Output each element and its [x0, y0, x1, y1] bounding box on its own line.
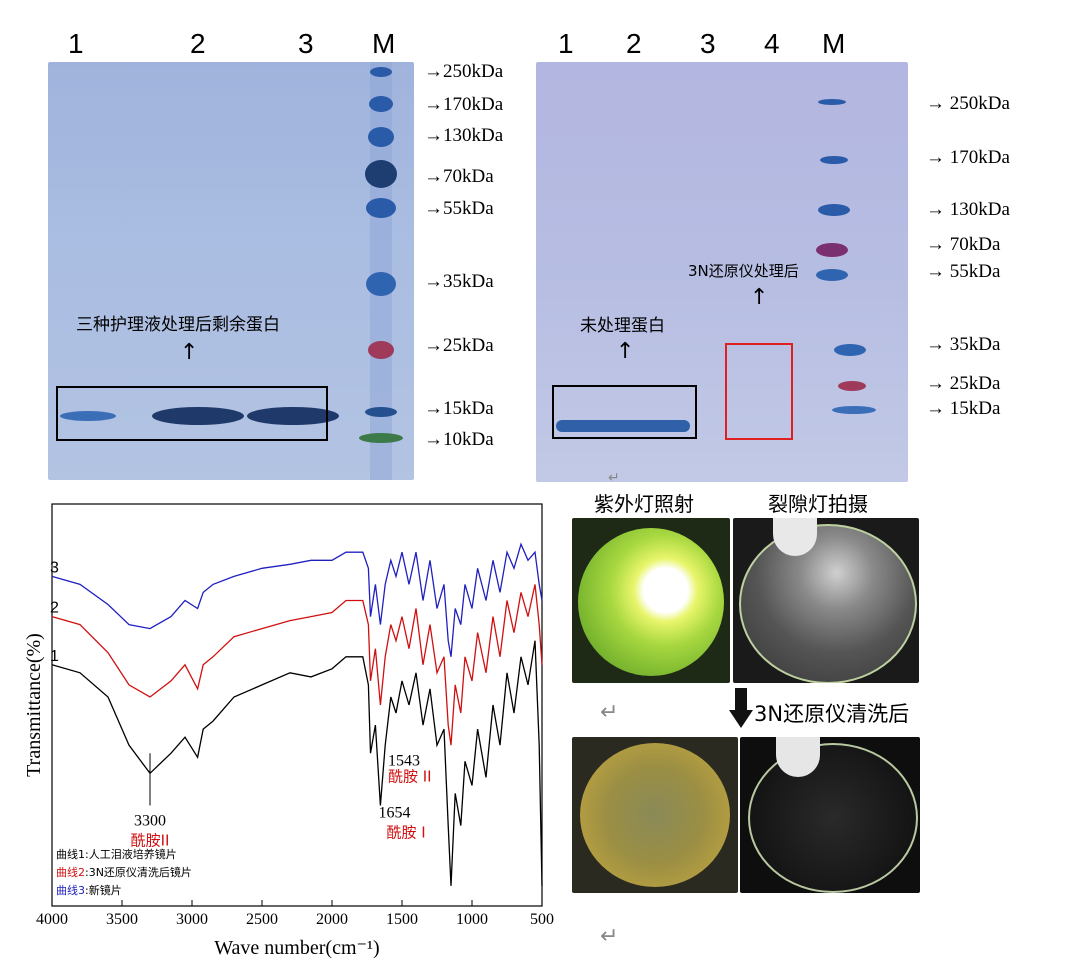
marker-15-right: 15kDa	[949, 398, 1001, 419]
series-line-1	[51, 640, 543, 886]
down-arrow-head	[729, 710, 753, 728]
legend-entry-2: 曲线2:3N还原仪清洗后镜片	[56, 865, 192, 879]
marker-70-left: 70kDa	[443, 166, 494, 187]
annotation-treated: 3N还原仪处理后	[688, 262, 799, 280]
photo-slit-before	[733, 518, 919, 683]
band-right-untreated	[556, 420, 690, 432]
marker-130-right: 130kDa	[949, 199, 1010, 220]
y-axis-label: Transmittance(%)	[23, 633, 45, 777]
annotation-left: 三种护理液处理后剩余蛋白	[76, 315, 280, 335]
marker-170-right: 170kDa	[949, 147, 1010, 168]
marker-55-right: 55kDa	[949, 261, 1001, 282]
lane-label-r2: 2	[626, 28, 642, 59]
marker-35-right: 35kDa	[949, 334, 1001, 355]
marker-35-left: 35kDa	[443, 271, 494, 292]
x-tick-label-1500: 1500	[386, 911, 418, 928]
series-line-3	[51, 542, 543, 657]
series-label-1: 1	[50, 648, 59, 665]
series-label-3: 3	[50, 559, 59, 576]
lane-label-1: 1	[68, 28, 84, 59]
down-arrow-shaft	[735, 688, 747, 712]
lane-label-m: M	[372, 28, 396, 59]
annotation-name-3300: 酰胺II	[131, 832, 170, 850]
gel-left-image: 三种护理液处理后剩余蛋白 ↑	[48, 62, 414, 480]
band-left-lane2	[152, 407, 244, 425]
photo-slit-after	[740, 737, 920, 893]
marker-130-left: 130kDa	[443, 125, 504, 146]
protein-box-right	[552, 385, 697, 439]
x-tick-label-4000: 4000	[36, 911, 68, 928]
annotation-value-1543: 1543	[388, 752, 420, 769]
marker-15-left: 15kDa	[443, 398, 494, 419]
up-arrow-right-1: ↑	[616, 339, 635, 364]
return-mark-bottom: ↵	[600, 924, 619, 949]
x-axis-label: Wave number(cm⁻¹)	[214, 937, 379, 959]
lane-label-3: 3	[298, 28, 314, 59]
band-left-lane3	[247, 407, 339, 425]
plot-frame	[51, 503, 543, 907]
lane-label-r3: 3	[700, 28, 716, 59]
lane-label-r1: 1	[558, 28, 574, 59]
marker-250-right: 250kDa	[949, 93, 1010, 114]
photo-header-slit: 裂隙灯拍摄	[768, 492, 868, 516]
annotation-untreated: 未处理蛋白	[580, 316, 665, 336]
x-tick-label-500: 500	[530, 911, 554, 928]
lane-label-r4: 4	[764, 28, 780, 59]
caption-after-clean: 3N还原仪清洗后	[754, 702, 910, 726]
marker-250-left: 250kDa	[443, 61, 504, 82]
ftir-chart: 4000 3500 3000 2500 2000 1500 1000 500 Wave numb…	[23, 503, 554, 959]
marker-70-right: 70kDa	[949, 234, 1001, 255]
return-mark-top: ↵	[608, 470, 620, 486]
marker-55-left: 55kDa	[443, 198, 494, 219]
legend-entry-1: 曲线1:人工泪液培养镜片	[56, 847, 177, 861]
annotation-name-1654: 酰胺 I	[386, 824, 425, 842]
marker-25-right: 25kDa	[949, 373, 1001, 394]
legend-entry-3: 曲线3:新镜片	[56, 883, 122, 897]
up-arrow-left: ↑	[180, 340, 199, 365]
lane-label-2: 2	[190, 28, 206, 59]
marker-10-left: 10kDa	[443, 429, 494, 450]
red-box-lane4	[725, 343, 793, 440]
x-tick-label-3500: 3500	[106, 911, 138, 928]
marker-lane-left	[359, 62, 403, 480]
x-tick-label-3000: 3000	[176, 911, 208, 928]
up-arrow-right-2: ↑	[750, 285, 769, 310]
gel-right-image: 未处理蛋白 ↑ 3N还原仪处理后 ↑	[536, 62, 908, 482]
photo-header-uv: 紫外灯照射	[594, 492, 694, 516]
marker-170-left: 170kDa	[443, 94, 504, 115]
x-tick-label-2500: 2500	[246, 911, 278, 928]
x-tick-label-2000: 2000	[316, 911, 348, 928]
annotation-name-1543: 酰胺 II	[388, 767, 432, 785]
return-mark-middle: ↵	[600, 700, 619, 725]
photo-uv-before	[572, 518, 730, 683]
marker-lane-right	[816, 99, 876, 414]
lane-label-rm: M	[822, 28, 846, 59]
annotation-value-1654: 1654	[378, 805, 410, 822]
series-label-2: 2	[50, 600, 59, 617]
photo-uv-after	[572, 737, 738, 893]
marker-25-left: 25kDa	[443, 335, 494, 356]
protein-box-left	[56, 386, 328, 441]
band-left-lane1	[60, 411, 116, 421]
x-tick-label-1000: 1000	[456, 911, 488, 928]
annotation-value-3300: 3300	[134, 813, 166, 830]
series-line-2	[51, 584, 543, 746]
